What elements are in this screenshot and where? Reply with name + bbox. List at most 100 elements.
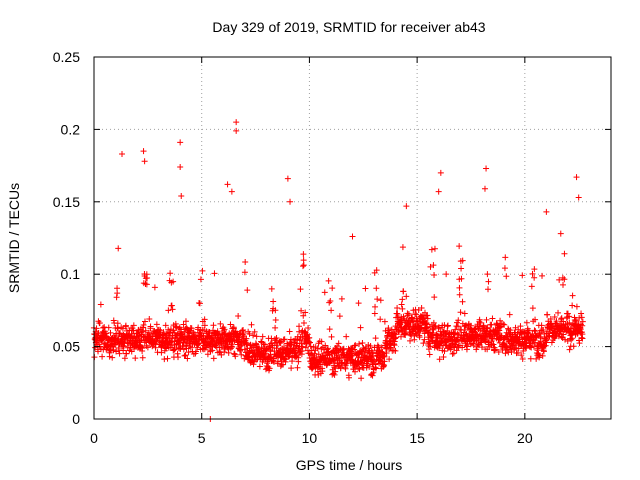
data-point <box>206 328 213 335</box>
data-point <box>511 346 518 353</box>
data-point <box>233 127 240 134</box>
data-point <box>163 345 170 352</box>
data-point <box>450 350 457 357</box>
data-point <box>381 362 388 369</box>
data-point <box>268 285 275 292</box>
data-point <box>345 374 352 381</box>
data-point <box>298 307 305 314</box>
data-point <box>486 327 493 334</box>
data-point <box>377 316 384 323</box>
data-point <box>399 244 406 251</box>
data-point <box>146 315 153 322</box>
data-point <box>336 313 343 320</box>
data-point <box>210 355 217 362</box>
data-point <box>497 317 504 324</box>
data-point <box>386 356 393 363</box>
data-point <box>476 316 483 323</box>
data-point <box>428 246 435 253</box>
data-point <box>181 352 188 359</box>
data-point <box>244 287 251 294</box>
data-point <box>139 354 146 361</box>
data-point <box>437 169 444 176</box>
data-point <box>133 339 140 346</box>
data-point <box>501 265 508 272</box>
data-point <box>296 337 303 344</box>
data-point <box>276 338 283 345</box>
data-point <box>453 347 460 354</box>
data-point <box>256 363 263 370</box>
data-point <box>102 330 109 337</box>
data-point <box>381 358 388 365</box>
data-point <box>335 340 342 347</box>
data-point <box>576 340 583 347</box>
data-point <box>396 329 403 336</box>
data-point <box>456 243 463 250</box>
data-point <box>501 321 508 328</box>
data-point <box>413 311 420 318</box>
data-point <box>265 363 272 370</box>
data-point <box>531 274 538 281</box>
data-point <box>542 342 549 349</box>
data-point <box>500 321 507 328</box>
data-point <box>142 327 149 334</box>
data-point <box>328 307 335 314</box>
data-point <box>228 188 235 195</box>
data-point <box>506 329 513 336</box>
data-point <box>544 311 551 318</box>
data-point <box>288 341 295 348</box>
data-point <box>96 320 103 327</box>
data-point <box>506 311 513 318</box>
data-point <box>474 340 481 347</box>
data-point <box>477 319 484 326</box>
data-point <box>180 346 187 353</box>
data-point <box>372 303 379 310</box>
data-point <box>211 270 218 277</box>
data-point <box>536 352 543 359</box>
data-point <box>374 296 381 303</box>
data-point <box>177 139 184 146</box>
data-point <box>307 343 314 350</box>
data-point <box>362 285 369 292</box>
data-point <box>230 325 237 332</box>
data-point <box>489 315 496 322</box>
data-point <box>325 277 332 284</box>
data-point <box>519 356 526 363</box>
data-point <box>492 346 499 353</box>
data-point <box>322 342 329 349</box>
data-point <box>196 300 203 307</box>
data-point <box>578 314 585 321</box>
data-point <box>546 333 553 340</box>
data-point <box>484 271 491 278</box>
data-point <box>114 320 121 327</box>
data-point <box>294 336 301 343</box>
data-point <box>378 359 385 366</box>
data-point <box>253 356 260 363</box>
data-point <box>378 344 385 351</box>
data-point <box>300 263 307 270</box>
data-point <box>181 328 188 335</box>
data-point <box>229 343 236 350</box>
data-point <box>553 318 560 325</box>
data-point <box>459 344 466 351</box>
data-point <box>540 348 547 355</box>
data-point <box>459 257 466 264</box>
data-point <box>456 291 463 298</box>
x-tick-label: 10 <box>302 430 318 446</box>
data-point <box>280 361 287 368</box>
data-point <box>300 262 307 269</box>
data-point <box>519 272 526 279</box>
data-point <box>175 354 182 361</box>
data-point <box>139 328 146 335</box>
data-point <box>557 230 564 237</box>
data-point <box>281 336 288 343</box>
data-point <box>376 348 383 355</box>
data-point <box>225 349 232 356</box>
data-point <box>242 259 249 266</box>
data-point <box>531 266 538 273</box>
data-point <box>287 342 294 349</box>
data-point <box>274 358 281 365</box>
data-point <box>515 345 522 352</box>
data-point <box>167 326 174 333</box>
data-point <box>508 348 515 355</box>
data-point <box>548 339 555 346</box>
